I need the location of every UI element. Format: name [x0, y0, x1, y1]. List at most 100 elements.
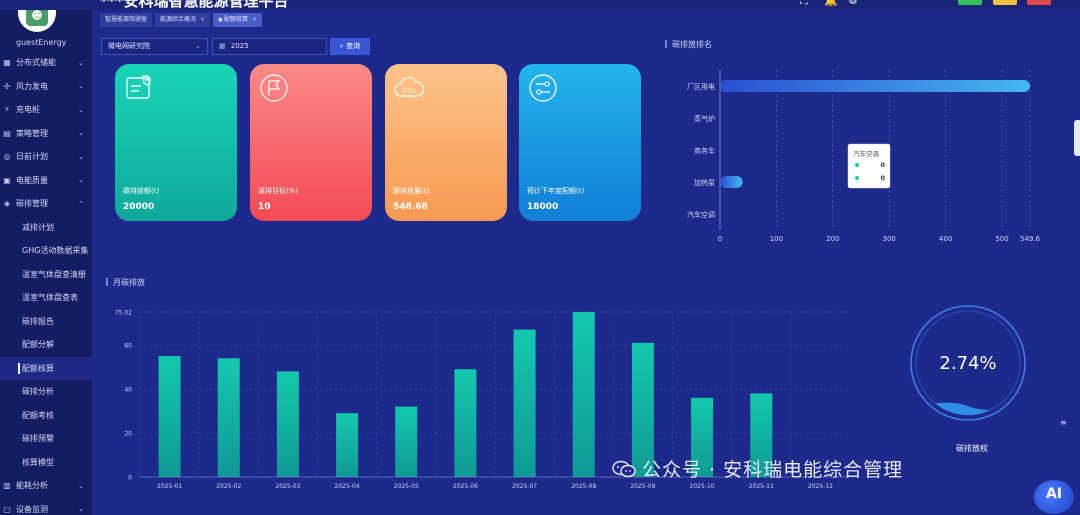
month-bar[interactable]: [395, 406, 418, 477]
month-bar[interactable]: [217, 358, 240, 477]
card-value: 548.68: [393, 202, 428, 212]
sidebar-item[interactable]: 配额分解: [0, 333, 92, 357]
flow-icon: [529, 74, 557, 102]
tab[interactable]: ● 配额核算 ×: [213, 13, 263, 27]
tooltip-value: 0: [880, 174, 885, 182]
watermark-text: 公众号 · 安科瑞电能综合管理: [642, 459, 904, 481]
card-label: 碳排放量(t): [393, 187, 430, 195]
calendar-icon: ▦: [219, 42, 226, 50]
top-yellow-button[interactable]: [993, 0, 1017, 5]
month-bar[interactable]: [691, 397, 714, 477]
sidebar-item-label: 碳排报告: [22, 316, 54, 326]
sidebar-item[interactable]: ▣ 电能质量 ⌄: [0, 169, 92, 193]
sidebar-item-label: 分布式储能: [16, 58, 56, 68]
tab-label: 配额核算: [224, 16, 249, 23]
chevron-icon: ⌄: [78, 105, 84, 114]
sidebar-item-label: GHG活动数据采集: [22, 246, 89, 256]
sidebar-item[interactable]: 温室气体盘查表: [0, 286, 92, 310]
top-red-button[interactable]: [1027, 0, 1051, 5]
watermark: 公众号 · 安科瑞电能综合管理: [612, 455, 903, 482]
month-bar[interactable]: [336, 413, 359, 477]
chevron-icon: ⌄: [78, 481, 84, 490]
ranking-chart: 0 100 200 300 400 500 549.6厂区用电蒸气炉商务车加热泵汽车空调汽车…: [687, 70, 1041, 243]
sidebar-item[interactable]: GHG活动数据采集: [0, 239, 92, 263]
tab[interactable]: 能源综合概况 ×: [155, 13, 211, 27]
close-icon[interactable]: ×: [200, 16, 206, 23]
sidebar-item[interactable]: ▢ 设备监测 ⌄: [0, 498, 92, 515]
sidebar-item[interactable]: ◈ 碳排管理 ⌃: [0, 192, 92, 216]
monthly-chart: 0 20 40 60 75.02 2025-01 2025-02 2025-03 2025-04…: [115, 310, 850, 490]
wind-icon: ✢: [3, 81, 11, 91]
card-value: 18000: [527, 202, 559, 212]
sidebar-item-label: 配额核算: [22, 363, 54, 373]
y-tick-label: 20: [124, 431, 132, 438]
x-tick-label: 2025-12: [808, 483, 833, 490]
query-button-label: 查询: [346, 42, 361, 50]
strategy-icon: ▤: [3, 128, 11, 138]
y-tick-label: 60: [124, 343, 132, 350]
rank-bar[interactable]: [720, 80, 1030, 92]
sidebar-item-label: 碳排管理: [16, 199, 48, 209]
month-bar[interactable]: [276, 371, 299, 477]
chevron-icon: ⌄: [78, 505, 84, 514]
month-bar[interactable]: [513, 329, 536, 477]
y-tick-label: 0: [128, 475, 132, 482]
query-button[interactable]: ⌕ 查询: [330, 38, 370, 55]
bell-icon[interactable]: 🔔: [824, 0, 838, 7]
year-picker[interactable]: ▦ 2025: [212, 38, 327, 55]
document-check-icon: [126, 75, 151, 99]
top-green-button[interactable]: [958, 0, 982, 5]
sidebar-item-label: 温室气体盘查表: [22, 293, 78, 303]
sidebar-item[interactable]: 碳排分析: [0, 380, 92, 404]
carbon-icon: ◈: [3, 199, 11, 209]
legend-dot-icon: [855, 163, 859, 167]
sidebar-item[interactable]: 碳排报告: [0, 310, 92, 334]
search-icon: ⌕: [339, 42, 344, 50]
site-select[interactable]: 微电网研究院 ⌄: [101, 38, 208, 55]
sidebar-item-label: 配额分解: [22, 340, 54, 350]
x-tick-label: 2025-09: [630, 483, 655, 490]
page-tabs: 智慧能源驾驶舱 能源综合概况 × ● 配额核算 ×: [100, 13, 263, 27]
sidebar-item-label: 充电桩: [16, 105, 40, 115]
settings-icon[interactable]: ⚙: [848, 0, 858, 7]
card-carbon-emission: CO₂ 碳排放量(t) 548.68: [385, 64, 507, 221]
card-label: 预计下年度配额(t): [527, 187, 585, 195]
month-bar[interactable]: [572, 312, 595, 477]
sidebar-item[interactable]: 碳排预警: [0, 427, 92, 451]
month-bar[interactable]: [631, 342, 654, 477]
wechat-icon: [612, 460, 636, 478]
sidebar-item[interactable]: ▦ 分布式储能 ⌄: [0, 51, 92, 75]
sidebar-item[interactable]: ✢ 风力发电 ⌄: [0, 75, 92, 99]
month-bar[interactable]: [158, 356, 181, 477]
sidebar-item[interactable]: 配额核算: [0, 356, 92, 380]
sidebar-item[interactable]: ▤ 策略管理 ⌄: [0, 122, 92, 146]
sidebar-item[interactable]: 减排计划: [0, 216, 92, 240]
tooltip-title: 汽车空调: [853, 149, 879, 158]
top-icons: ⛶ 🔔 ⚙: [800, 0, 862, 7]
side-menu-icon[interactable]: ≡: [1060, 418, 1067, 427]
side-drawer-handle[interactable]: [1074, 120, 1080, 156]
sidebar-item[interactable]: ◎ 日前计划 ⌄: [0, 145, 92, 169]
x-tick-label: 0: [718, 235, 722, 243]
tab[interactable]: 智慧能源驾驶舱: [100, 13, 153, 27]
grid-icon: ▦: [3, 58, 11, 68]
x-tick-label: 2025-03: [275, 483, 300, 490]
card-next-year-quota: 预计下年度配额(t) 18000: [519, 64, 641, 221]
sidebar-item[interactable]: 温室气体盘查清册: [0, 263, 92, 287]
sidebar-item[interactable]: ▥ 能耗分析 ⌄: [0, 474, 92, 498]
sidebar-item[interactable]: ⚡ 充电桩 ⌄: [0, 98, 92, 122]
card-value: 10: [258, 202, 271, 212]
month-bar[interactable]: [454, 369, 477, 477]
fullscreen-icon[interactable]: ⛶: [800, 0, 808, 7]
rank-bar[interactable]: [720, 176, 743, 188]
month-bar[interactable]: [750, 393, 773, 477]
sidebar: ☻ guestEnergy ▦ 分布式储能 ⌄ ✢ 风力发电 ⌄ ⚡ 充电桩 ⌄ ▤ 策略管理 ⌄ ◎ 日…: [0, 0, 92, 515]
x-tick-label: 2025-04: [335, 483, 360, 490]
quality-icon: ▣: [3, 175, 11, 185]
sidebar-item[interactable]: 配额考核: [0, 404, 92, 428]
chevron-icon: ⌄: [78, 129, 84, 138]
sidebar-item[interactable]: 核算模型: [0, 451, 92, 475]
x-tick-label: 2025-02: [216, 483, 241, 490]
close-icon[interactable]: ×: [252, 16, 258, 23]
ai-assistant-button[interactable]: AI: [1034, 480, 1074, 514]
